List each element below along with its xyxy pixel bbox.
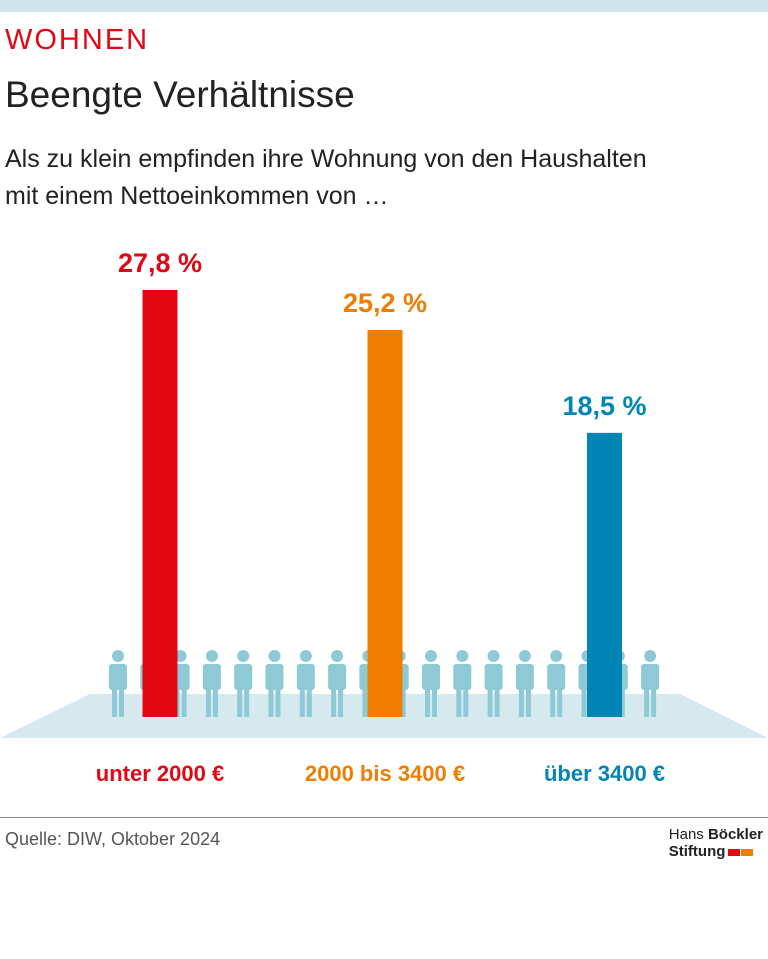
chart: 27,8 % unter 2000 € 25,2 % 2000 bis 3400 € 1…	[0, 248, 768, 786]
category-label: 2000 bis 3400 €	[305, 761, 465, 786]
person-leg	[275, 688, 281, 717]
person	[422, 650, 440, 717]
person-leg	[557, 688, 563, 717]
logo-text: Hans	[668, 826, 704, 843]
person	[265, 650, 284, 717]
person-leg	[205, 688, 211, 717]
value-label: 25,2 %	[343, 288, 427, 318]
person-head	[205, 650, 218, 662]
top-bar	[0, 0, 768, 12]
person	[109, 650, 127, 717]
person-leg	[362, 688, 368, 717]
subtitle: mit einem Nettoeinkommen von …	[5, 182, 389, 210]
person	[202, 650, 221, 717]
person-body	[328, 664, 347, 690]
person-leg	[619, 688, 625, 717]
person-head	[331, 650, 344, 662]
person-body	[296, 664, 315, 690]
person-leg	[338, 688, 344, 717]
person	[484, 650, 503, 717]
person-leg	[432, 688, 437, 717]
source: Quelle: DIW, Oktober 2024	[5, 829, 221, 849]
value-label: 18,5 %	[562, 391, 646, 421]
logo: Hans Böckler Stiftung	[669, 826, 763, 860]
person-leg	[425, 688, 430, 717]
logo-text: Stiftung	[668, 843, 726, 860]
person-head	[518, 650, 531, 662]
person-body	[109, 664, 127, 690]
value-label: 27,8 %	[118, 248, 202, 278]
separator	[0, 817, 768, 818]
person-head	[237, 650, 250, 662]
person-leg	[212, 688, 218, 717]
person-body	[265, 664, 284, 690]
person	[641, 650, 660, 717]
person-leg	[268, 688, 274, 717]
person-leg	[644, 688, 650, 717]
person-leg	[581, 688, 587, 717]
person-leg	[487, 688, 493, 717]
bar	[587, 432, 622, 717]
person-body	[453, 664, 472, 690]
person-head	[487, 650, 500, 662]
person-leg	[331, 688, 337, 717]
person-body	[202, 664, 221, 690]
chart-title: Beengte Verhältnisse	[5, 74, 355, 115]
person-leg	[306, 688, 312, 717]
person-leg	[525, 688, 531, 717]
person-head	[425, 650, 437, 662]
person	[453, 650, 472, 717]
person-leg	[456, 688, 462, 717]
person-body	[422, 664, 440, 690]
subtitle: Als zu klein empfinden ihre Wohnung von …	[5, 145, 647, 173]
person-head	[112, 650, 124, 662]
person-body	[641, 664, 660, 690]
bar	[367, 329, 403, 717]
person-leg	[244, 688, 250, 717]
person-leg	[550, 688, 556, 717]
person-leg	[463, 688, 469, 717]
person-leg	[651, 688, 657, 717]
category-label: unter 2000 €	[96, 761, 224, 786]
category-label: über 3400 €	[544, 761, 665, 786]
logo-square	[728, 849, 741, 856]
person-leg	[299, 688, 305, 717]
person-leg	[400, 688, 406, 717]
person-body	[547, 664, 566, 690]
person-body	[515, 664, 534, 690]
person-head	[644, 650, 657, 662]
person	[296, 650, 315, 717]
person	[234, 650, 253, 717]
person-head	[174, 650, 187, 662]
person-leg	[181, 688, 187, 717]
person-leg	[518, 688, 524, 717]
person-leg	[119, 688, 124, 717]
person-head	[550, 650, 563, 662]
person-leg	[112, 688, 117, 717]
person	[547, 650, 566, 717]
kicker: WOHNEN	[5, 24, 150, 56]
person	[515, 650, 534, 717]
logo-text: Böckler	[707, 826, 763, 843]
person-leg	[494, 688, 500, 717]
bar	[142, 289, 178, 717]
person-leg	[237, 688, 243, 717]
person-head	[456, 650, 469, 662]
person-head	[299, 650, 312, 662]
person-body	[234, 664, 253, 690]
person-head	[268, 650, 281, 662]
person	[328, 650, 347, 717]
person-body	[484, 664, 503, 690]
logo-square	[741, 849, 754, 856]
